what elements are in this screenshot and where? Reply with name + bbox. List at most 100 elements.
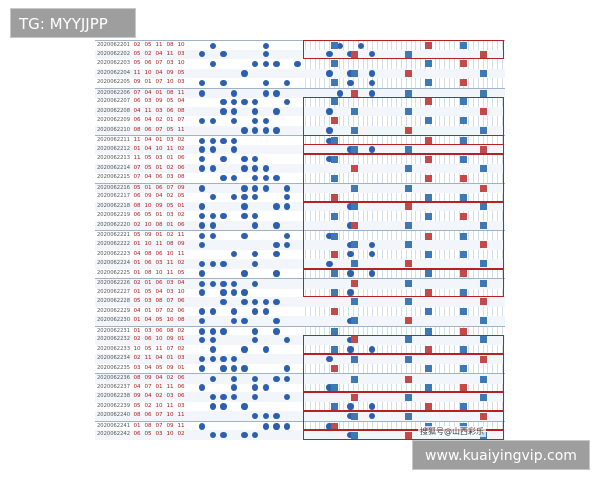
trend-cell: [460, 232, 467, 240]
draw-id: 2020062214: [97, 164, 131, 171]
draw-number: 06: [155, 184, 163, 191]
number-ball: [273, 251, 280, 258]
number-ball: [220, 155, 227, 163]
draw-number: 11: [177, 422, 185, 429]
number-ball: [241, 298, 248, 306]
draw-number: 06: [133, 431, 141, 438]
draw-number: 07: [155, 126, 163, 133]
trend-cell: [331, 384, 338, 392]
number-ball: [252, 60, 259, 67]
trend-cell: [480, 375, 487, 383]
number-ball: [262, 185, 269, 192]
draw-number: 02: [155, 117, 163, 124]
table-row: 2020062233 10 05 11 07 02: [95, 345, 505, 355]
table-row: 2020062206 07 04 01 08 11: [95, 87, 505, 99]
draw-number: 06: [177, 307, 185, 314]
draw-number: 10: [166, 431, 174, 438]
number-ball: [199, 212, 206, 220]
draw-number: 10: [155, 336, 163, 343]
draw-number: 04: [144, 364, 152, 371]
number-ball: [209, 60, 216, 67]
number-ball: [241, 289, 248, 296]
number-ball: [220, 79, 227, 87]
number-ball: [209, 222, 216, 229]
number-ball: [347, 432, 354, 439]
draw-id: 2020062239: [97, 402, 131, 409]
number-ball: [220, 212, 227, 220]
draw-number: 11: [166, 50, 174, 57]
trend-cell: [425, 250, 432, 258]
trend-cell: [460, 193, 467, 201]
number-ball: [273, 298, 280, 306]
draw-number: 06: [177, 298, 185, 305]
draw-number: 02: [133, 336, 141, 343]
number-ball: [347, 403, 354, 410]
trend-cell: [331, 403, 338, 411]
number-ball: [209, 336, 216, 344]
number-ball: [241, 403, 248, 410]
table-row: 2020062237 04 07 01 11 06: [95, 383, 505, 393]
draw-number: 06: [133, 98, 141, 105]
draw-number: 04: [144, 393, 152, 400]
trend-cell: [460, 307, 467, 315]
highlight-frame: [303, 411, 504, 431]
draw-id: 2020062213: [97, 155, 131, 162]
draw-number: 01: [144, 184, 152, 191]
number-ball: [241, 165, 248, 172]
draw-id: 2020062223: [97, 250, 131, 257]
draw-id: 2020062228: [97, 298, 131, 305]
number-ball: [252, 185, 259, 192]
number-ball: [230, 308, 238, 315]
draw-number: 09: [144, 375, 152, 382]
table-row: 2020062239 05 02 10 11 03: [95, 402, 505, 412]
draw-number: 05: [177, 269, 185, 276]
trend-cell: [425, 193, 432, 201]
draw-number: 04: [155, 193, 163, 200]
number-ball: [230, 289, 238, 296]
draw-number: 06: [177, 164, 185, 171]
trend-cell: [425, 384, 432, 392]
draw-number: 10: [166, 412, 174, 419]
draw-number: 03: [155, 260, 163, 267]
number-ball: [273, 241, 280, 248]
draw-id: 2020062217: [97, 193, 131, 200]
draw-number: 08: [133, 126, 141, 133]
number-ball: [347, 412, 354, 420]
number-ball: [209, 375, 216, 383]
draw-number: 01: [177, 336, 185, 343]
number-ball: [262, 51, 269, 58]
draw-id: 2020062240: [97, 412, 131, 419]
table-row: 2020062210 08 06 07 05 11: [95, 125, 505, 136]
draw-number: 07: [155, 79, 163, 86]
trend-cell: [480, 203, 487, 211]
draw-number: 03: [166, 280, 174, 287]
draw-number: 11: [144, 355, 152, 362]
trend-cell: [425, 60, 432, 68]
draw-number: 09: [177, 184, 185, 191]
draw-number: 04: [144, 317, 152, 324]
table-row: 2020062207 06 03 09 05 04: [95, 97, 505, 107]
trend-cell: [480, 126, 487, 134]
number-ball: [336, 42, 344, 49]
trend-cell: [405, 431, 412, 439]
draw-number: 07: [155, 60, 163, 67]
number-ball: [347, 346, 354, 353]
draw-number: 06: [144, 60, 152, 67]
highlight-frame: [303, 154, 504, 202]
number-ball: [230, 193, 238, 201]
number-ball: [199, 155, 206, 163]
number-ball: [220, 108, 227, 115]
draw-number: 01: [133, 422, 141, 429]
draw-number: 03: [166, 393, 174, 400]
number-ball: [262, 127, 269, 134]
number-ball: [273, 412, 280, 420]
draw-number: 11: [133, 69, 141, 76]
draw-id: 2020062227: [97, 288, 131, 295]
draw-number: 06: [144, 260, 152, 267]
draw-number: 05: [166, 98, 174, 105]
site-url-label[interactable]: www.kuaiyingvip.com: [412, 440, 590, 470]
number-ball: [220, 355, 227, 363]
trend-cell: [425, 288, 432, 296]
number-ball: [252, 432, 259, 439]
draw-number: 03: [155, 155, 163, 162]
